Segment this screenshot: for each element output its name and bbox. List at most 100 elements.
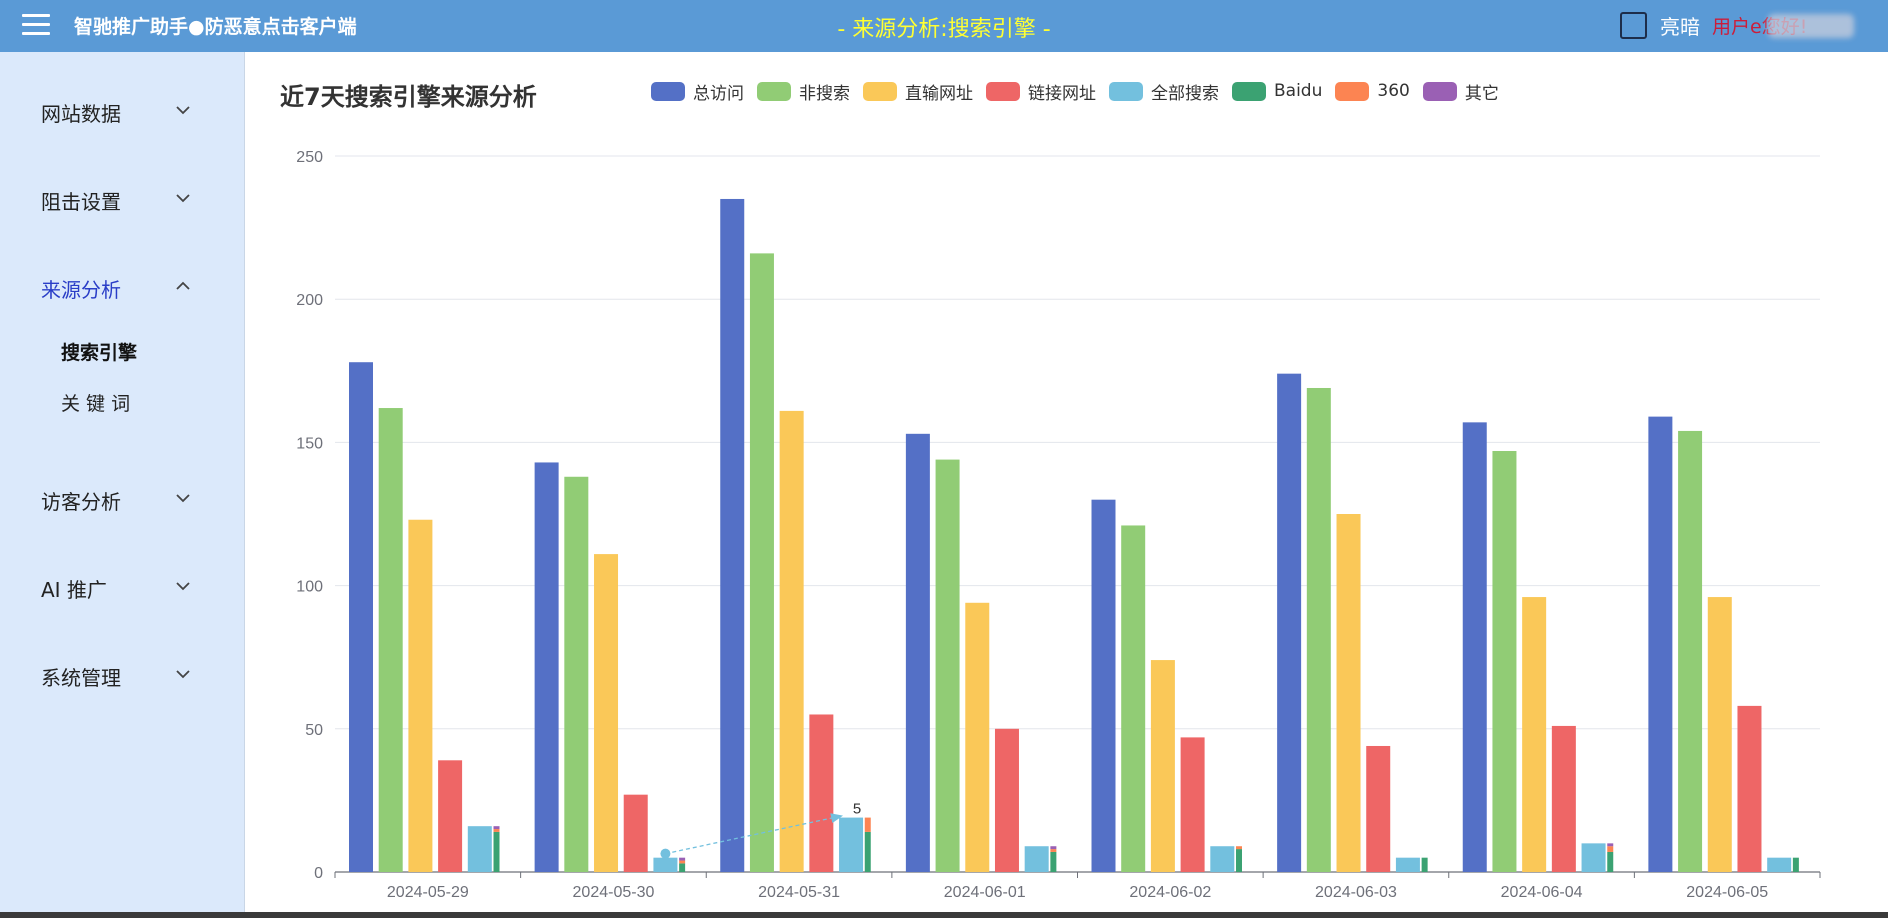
bar-非搜索 bbox=[1678, 430, 1703, 872]
bar-全部搜索 bbox=[1210, 846, 1235, 872]
sidebar-item-visitor-analysis[interactable]: 访客分析 bbox=[0, 480, 245, 520]
legend-swatch bbox=[1335, 81, 1370, 101]
y-tick-label: 150 bbox=[296, 435, 323, 452]
annotation-label: 5 bbox=[853, 801, 861, 818]
bar-360 bbox=[864, 817, 871, 832]
chart-legend: 总访问 非搜索 直输网址 链接网址 全部搜索 Baidu 360 其它 bbox=[651, 79, 1512, 104]
bar-总访问 bbox=[1091, 499, 1116, 872]
sidebar-item-label: 访客分析 bbox=[41, 490, 121, 514]
x-tick-label: 2024-06-03 bbox=[1315, 884, 1397, 901]
bar-直输网址 bbox=[594, 554, 619, 872]
chevron-down-icon bbox=[176, 494, 190, 503]
bar-360 bbox=[1236, 846, 1242, 850]
legend-label: 直输网址 bbox=[905, 83, 973, 104]
bar-全部搜索 bbox=[1024, 846, 1049, 872]
x-tick-label: 2024-05-29 bbox=[387, 884, 469, 901]
bar-总访问 bbox=[905, 433, 930, 872]
window-bottom-edge bbox=[0, 912, 1888, 918]
legend-item[interactable]: 非搜索 bbox=[757, 79, 850, 104]
bar-直输网址 bbox=[1707, 597, 1732, 872]
bar-非搜索 bbox=[749, 253, 774, 873]
legend-item[interactable]: 总访问 bbox=[651, 79, 744, 104]
y-tick-label: 200 bbox=[296, 292, 323, 309]
y-tick-label: 0 bbox=[314, 865, 323, 882]
bar-直输网址 bbox=[965, 602, 990, 872]
legend-swatch bbox=[1422, 81, 1457, 101]
bar-总访问 bbox=[720, 198, 745, 872]
bar-全部搜索 bbox=[1581, 843, 1606, 872]
bar-全部搜索 bbox=[653, 857, 678, 872]
legend-item[interactable]: 全部搜索 bbox=[1109, 79, 1219, 104]
bar-Baidu bbox=[1050, 851, 1057, 872]
sidebar-subitem-keywords[interactable]: 关 键 词 bbox=[61, 393, 131, 415]
bar-非搜索 bbox=[1306, 387, 1331, 872]
theme-toggle-checkbox[interactable] bbox=[1620, 12, 1647, 39]
bar-链接网址 bbox=[809, 714, 834, 872]
bar-其它 bbox=[679, 857, 686, 861]
sidebar-item-ai-promotion[interactable]: AI 推广 bbox=[0, 568, 245, 608]
legend-label: Baidu bbox=[1274, 81, 1323, 101]
legend-swatch bbox=[1232, 81, 1266, 101]
bar-直输网址 bbox=[1336, 514, 1361, 872]
bar-链接网址 bbox=[1737, 705, 1762, 872]
legend-item[interactable]: 其它 bbox=[1422, 79, 1499, 104]
sidebar-item-label: AI 推广 bbox=[41, 578, 107, 602]
x-tick-label: 2024-05-30 bbox=[573, 884, 655, 901]
legend-label: 全部搜索 bbox=[1151, 83, 1219, 104]
bar-链接网址 bbox=[1551, 725, 1576, 872]
bar-Baidu bbox=[1607, 851, 1614, 872]
x-tick-label: 2024-06-04 bbox=[1501, 884, 1583, 901]
bar-360 bbox=[493, 829, 500, 832]
bar-总访问 bbox=[1648, 416, 1673, 872]
legend-item[interactable]: Baidu bbox=[1232, 79, 1322, 103]
bar-全部搜索 bbox=[1395, 857, 1420, 872]
bar-Baidu bbox=[493, 831, 500, 872]
bar-直输网址 bbox=[779, 410, 804, 872]
bar-其它 bbox=[1607, 843, 1614, 847]
sidebar-item-website-data[interactable]: 网站数据 bbox=[0, 92, 245, 132]
sidebar-item-source-analysis[interactable]: 来源分析 bbox=[0, 268, 245, 308]
bar-其它 bbox=[1050, 846, 1057, 850]
bar-链接网址 bbox=[994, 728, 1019, 872]
bar-Baidu bbox=[864, 831, 871, 872]
legend-label: 总访问 bbox=[693, 83, 744, 104]
sidebar-subitem-search-engine[interactable]: 搜索引擎 bbox=[61, 342, 138, 364]
bar-链接网址 bbox=[438, 760, 463, 872]
legend-label: 360 bbox=[1377, 81, 1410, 101]
theme-toggle-label: 亮暗 bbox=[1660, 15, 1700, 39]
legend-swatch bbox=[986, 81, 1020, 101]
legend-item[interactable]: 直输网址 bbox=[863, 79, 973, 104]
bar-Baidu bbox=[679, 863, 686, 872]
bar-Baidu bbox=[1236, 849, 1242, 872]
sidebar-item-label: 网站数据 bbox=[41, 102, 121, 126]
legend-swatch bbox=[757, 81, 791, 101]
chevron-down-icon bbox=[176, 194, 190, 203]
x-tick-label: 2024-06-02 bbox=[1129, 884, 1211, 901]
chevron-up-icon bbox=[176, 281, 190, 290]
bar-非搜索 bbox=[378, 408, 403, 872]
sidebar-item-block-settings[interactable]: 阻击设置 bbox=[0, 180, 245, 220]
sidebar-item-system-management[interactable]: 系统管理 bbox=[0, 656, 245, 696]
bar-总访问 bbox=[349, 362, 373, 872]
sidebar-item-label: 阻击设置 bbox=[41, 190, 121, 214]
x-tick-label: 2024-05-31 bbox=[758, 884, 840, 901]
legend-item[interactable]: 链接网址 bbox=[986, 79, 1096, 104]
redacted-username bbox=[1768, 14, 1854, 38]
chevron-down-icon bbox=[176, 582, 190, 591]
legend-item[interactable]: 360 bbox=[1335, 79, 1410, 103]
bar-非搜索 bbox=[564, 476, 589, 872]
menu-icon[interactable] bbox=[22, 14, 50, 36]
bar-全部搜索 bbox=[839, 817, 864, 872]
bar-全部搜索 bbox=[1767, 857, 1792, 872]
bar-直输网址 bbox=[408, 519, 433, 872]
app-header: 智驰推广助手●防恶意点击客户端 - 来源分析:搜索引擎 - 亮暗 用户e您好! bbox=[0, 0, 1888, 52]
y-tick-label: 100 bbox=[296, 579, 323, 596]
bar-非搜索 bbox=[1492, 450, 1517, 872]
bar-总访问 bbox=[1277, 373, 1302, 872]
chevron-down-icon bbox=[176, 106, 190, 115]
bar-Baidu bbox=[1421, 857, 1428, 872]
x-tick-label: 2024-06-01 bbox=[944, 884, 1026, 901]
sidebar-item-label: 来源分析 bbox=[41, 278, 121, 302]
legend-label: 非搜索 bbox=[799, 83, 850, 104]
bar-非搜索 bbox=[935, 459, 960, 872]
